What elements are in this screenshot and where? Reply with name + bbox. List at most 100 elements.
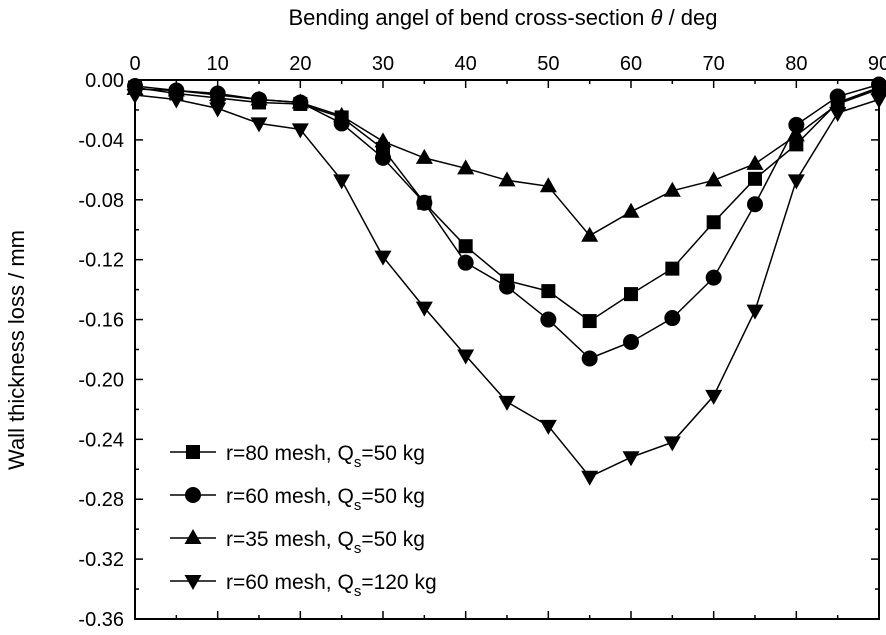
data-point xyxy=(705,269,722,286)
legend-item: r=60 mesh, Qs=120 kg xyxy=(170,571,437,600)
data-point xyxy=(624,287,638,302)
data-point xyxy=(748,171,762,186)
legend-label-text: r=35 mesh, Q xyxy=(226,528,354,551)
y-tick-label: -0.16 xyxy=(78,310,124,332)
x-tick-label: 30 xyxy=(372,53,394,75)
legend: r=80 mesh, Qs=50 kgr=60 mesh, Qs=50 kgr=… xyxy=(170,442,437,600)
data-point xyxy=(167,93,185,109)
data-point xyxy=(829,106,847,122)
data-point xyxy=(458,239,473,254)
legend-label-subscript: s xyxy=(354,497,362,514)
x-tick-label: 20 xyxy=(289,53,311,75)
x-tick-label: 10 xyxy=(207,53,229,75)
series-line xyxy=(134,83,880,360)
legend-marker xyxy=(184,575,202,590)
data-point xyxy=(581,350,598,367)
legend-label-text: r=60 mesh, Q xyxy=(226,571,354,594)
plot-area: 0 10 20 30 40 50 60 70 80 90 0.00 -0.04 -0.08 -0.12 -0… xyxy=(78,53,886,631)
x-axis-title: Bending angel of bend cross-section θ / … xyxy=(289,5,718,30)
data-point xyxy=(415,148,433,164)
data-point xyxy=(829,94,847,110)
data-point xyxy=(581,470,599,486)
legend-label-subscript: s xyxy=(354,454,362,471)
x-axis-title-text: Bending angel of bend cross-section xyxy=(289,5,651,30)
legend-marker xyxy=(184,529,202,544)
legend-label: r=35 mesh, Qs=50 kg xyxy=(226,528,425,557)
legend-item: r=35 mesh, Qs=50 kg xyxy=(170,528,425,557)
data-point xyxy=(622,451,640,467)
data-point xyxy=(209,102,227,118)
data-point xyxy=(498,171,516,187)
series-line xyxy=(134,88,880,237)
data-point xyxy=(664,310,681,327)
data-point xyxy=(374,250,392,266)
legend-item: r=60 mesh, Qs=50 kg xyxy=(170,485,425,514)
data-point xyxy=(787,174,805,190)
legend-label: r=60 mesh, Qs=50 kg xyxy=(226,485,425,514)
data-point xyxy=(499,278,515,295)
legend-label-value: =50 kg xyxy=(361,442,425,465)
data-point xyxy=(291,93,309,109)
y-tick-label: -0.28 xyxy=(78,489,124,511)
legend-marker xyxy=(185,487,201,503)
series-4 xyxy=(126,88,886,486)
y-axis-title: Wall thickness loss / mm xyxy=(4,230,29,470)
y-tick-label: -0.32 xyxy=(78,549,124,571)
data-point xyxy=(415,301,433,317)
data-point xyxy=(788,116,805,133)
x-tick-label: 0 xyxy=(129,53,140,75)
y-tick-label: -0.20 xyxy=(78,369,124,391)
data-point xyxy=(706,215,721,230)
data-point xyxy=(582,314,597,329)
data-point xyxy=(541,284,556,299)
legend-label-text: r=80 mesh, Q xyxy=(226,442,354,465)
data-point xyxy=(457,159,475,175)
y-tick-label: 0.00 xyxy=(85,70,124,92)
data-point xyxy=(787,126,805,142)
data-point xyxy=(747,196,763,213)
data-point xyxy=(705,389,723,405)
x-tick-label: 60 xyxy=(620,53,642,75)
data-point xyxy=(209,85,227,101)
x-axis-title-symbol: θ xyxy=(651,5,663,30)
data-point xyxy=(250,117,268,133)
legend-item: r=80 mesh, Qs=50 kg xyxy=(170,442,425,471)
data-point xyxy=(663,181,681,197)
legend-label: r=60 mesh, Qs=120 kg xyxy=(226,571,437,600)
x-tick-label: 90 xyxy=(868,53,886,75)
legend-label-value: =50 kg xyxy=(361,485,425,508)
data-point xyxy=(622,202,640,218)
legend-label: r=80 mesh, Qs=50 kg xyxy=(226,442,425,471)
data-point xyxy=(126,88,144,104)
data-point xyxy=(539,177,557,193)
data-point xyxy=(746,304,764,320)
series-3 xyxy=(126,79,886,242)
y-tick-label: -0.24 xyxy=(78,429,124,451)
x-tick-label: 70 xyxy=(703,53,725,75)
y-tick-label: -0.04 xyxy=(78,130,124,152)
x-tick-label: 80 xyxy=(785,53,807,75)
data-point xyxy=(457,349,475,365)
data-point xyxy=(333,174,351,190)
data-point xyxy=(167,81,185,97)
data-point xyxy=(581,226,599,242)
data-point xyxy=(539,419,557,435)
legend-label-subscript: s xyxy=(354,583,362,600)
data-point xyxy=(870,93,886,109)
data-point xyxy=(457,254,474,271)
legend-label-value: =120 kg xyxy=(361,571,436,594)
legend-label-text: r=60 mesh, Q xyxy=(226,485,354,508)
legend-marker xyxy=(186,445,200,459)
data-point xyxy=(705,171,723,187)
legend-label-subscript: s xyxy=(354,540,362,557)
data-point xyxy=(665,261,680,276)
series-2 xyxy=(127,76,886,367)
x-tick-label: 50 xyxy=(537,53,559,75)
data-point xyxy=(333,106,351,122)
x-axis-title-unit: / deg xyxy=(662,5,717,30)
x-tick-label: 40 xyxy=(455,53,477,75)
data-point xyxy=(623,334,639,351)
data-point xyxy=(375,149,391,166)
data-point xyxy=(870,79,886,95)
